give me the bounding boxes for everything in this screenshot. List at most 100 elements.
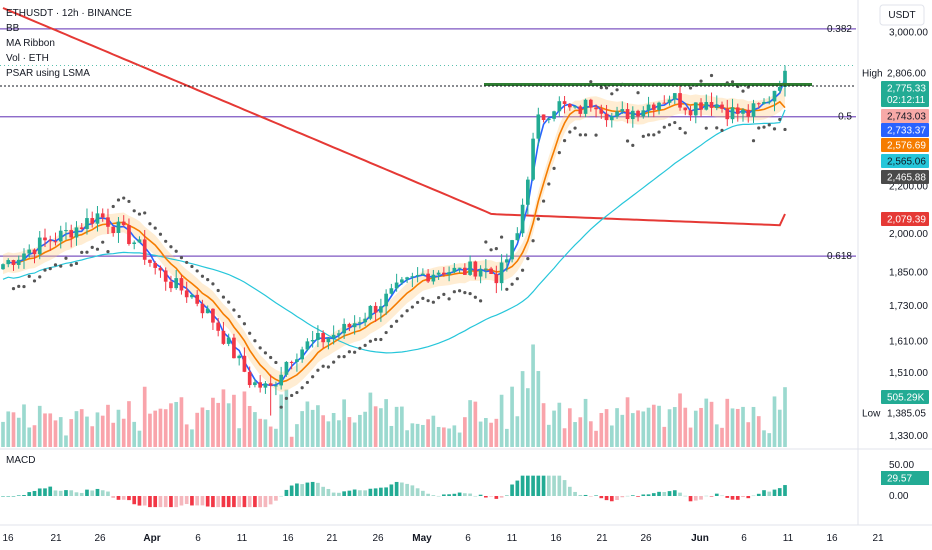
- psar-dot: [200, 274, 205, 278]
- currency-button[interactable]: [879, 4, 925, 26]
- candle-body: [295, 359, 299, 363]
- macd-histogram-bar: [242, 496, 247, 508]
- candle-body: [100, 213, 105, 218]
- volume-bar: [237, 428, 242, 447]
- chart-legend: ETHUSDT · 12h · BINANCE BB MA Ribbon Vol…: [6, 6, 132, 81]
- candle-body: [426, 273, 430, 282]
- candle-body: [342, 323, 346, 334]
- tag-value: 2,079.39: [887, 215, 926, 226]
- volume-bar: [16, 417, 21, 447]
- psar-dot: [232, 308, 236, 312]
- volume-bar: [620, 414, 625, 447]
- macd-histogram-bar: [735, 496, 740, 500]
- volume-bar: [289, 436, 294, 447]
- psar-dot: [520, 268, 525, 272]
- macd-histogram-bar: [289, 485, 294, 496]
- indicator-ma-ribbon[interactable]: MA Ribbon: [6, 38, 55, 49]
- macd-histogram-bar: [646, 494, 651, 496]
- macd-histogram-bar: [74, 492, 79, 496]
- psar-dot: [463, 291, 467, 295]
- indicator-bb[interactable]: BB: [6, 23, 20, 34]
- macd-label[interactable]: MACD: [6, 455, 36, 466]
- candle-body: [142, 239, 147, 260]
- currency-label[interactable]: USDT: [888, 10, 915, 21]
- volume-bar: [326, 421, 331, 447]
- macd-histogram-bar: [284, 489, 289, 496]
- time-tick: 6: [465, 533, 471, 544]
- macd-histogram-bar: [195, 496, 200, 506]
- volume-bar: [405, 430, 409, 447]
- psar-dot: [625, 139, 630, 143]
- price-axis[interactable]: USDT 3,000.00 2,200.00 2,000.00 1,850.00 1,73…: [859, 4, 930, 442]
- volume-bar: [205, 410, 210, 447]
- psar-dot: [646, 133, 651, 137]
- volume-bar: [688, 427, 693, 447]
- candle-body: [6, 260, 11, 265]
- macd-histogram-bar: [662, 492, 667, 496]
- macd-histogram-bar: [421, 490, 425, 496]
- psar-dot: [699, 79, 703, 83]
- macd-histogram-bar: [636, 496, 640, 497]
- macd-histogram-bar: [442, 494, 446, 496]
- psar-dot: [347, 350, 351, 354]
- candle-body: [137, 239, 142, 243]
- candle-body: [510, 240, 514, 260]
- time-tick: 21: [872, 533, 884, 544]
- macd-histogram-bar: [321, 486, 325, 496]
- candle-body: [709, 102, 714, 108]
- price-tick: 1,610.00: [889, 336, 928, 347]
- fib-levels[interactable]: 0.382 0.5 0.618: [0, 24, 856, 262]
- volume-bar: [295, 424, 299, 447]
- volume-bar: [127, 401, 131, 447]
- candle-body: [74, 227, 79, 238]
- time-tick: 16: [282, 533, 294, 544]
- time-tick: 26: [372, 533, 384, 544]
- volume-bars: [1, 344, 787, 447]
- macd-pane: 50.00 0.00 29.57: [1, 460, 929, 508]
- candle-body: [683, 107, 688, 111]
- candle-body: [478, 269, 483, 277]
- price-tag-psar: 2,465.88: [881, 170, 929, 184]
- volume-bar: [515, 416, 520, 447]
- candle-body: [604, 113, 609, 121]
- volume-bar: [6, 411, 11, 447]
- macd-histogram-bar: [32, 490, 37, 496]
- psar-dot: [90, 245, 94, 249]
- macd-histogram-bar: [11, 496, 16, 497]
- macd-histogram-bar: [95, 488, 100, 496]
- macd-histogram-bar: [253, 496, 257, 508]
- candle-body: [720, 104, 724, 109]
- volume-bar: [132, 421, 137, 447]
- symbol-title[interactable]: ETHUSDT · 12h · BINANCE: [6, 8, 132, 19]
- psar-dot: [778, 117, 782, 122]
- psar-dot: [389, 324, 393, 329]
- fib-label: 0.618: [827, 251, 852, 262]
- candle-body: [489, 268, 493, 274]
- psar-dot: [536, 217, 540, 221]
- volume-bar: [442, 427, 446, 447]
- volume-bar: [153, 410, 158, 447]
- macd-histogram-bar: [415, 488, 420, 496]
- psar-dot: [484, 240, 488, 244]
- time-axis[interactable]: 16 21 26 Apr 6 11 16 21 26 May 6 11 16 21 26 Jun 6 11 16 21: [2, 533, 884, 544]
- time-tick: Apr: [143, 533, 160, 544]
- volume-bar: [536, 371, 541, 447]
- volume-bar: [48, 413, 53, 447]
- psar-dot: [337, 355, 341, 359]
- tag-value: 2,806.00: [887, 69, 926, 80]
- psar-dot: [384, 330, 388, 335]
- candle-body: [400, 279, 404, 283]
- candle-body: [567, 104, 572, 108]
- volume-bar: [657, 405, 661, 447]
- macd-histogram-bar: [90, 490, 95, 496]
- indicator-volume[interactable]: Vol · ETH: [6, 53, 49, 64]
- psar-dot: [116, 198, 121, 202]
- psar-dot: [95, 247, 100, 251]
- volume-bar: [662, 426, 667, 447]
- tag-value-bg: [881, 81, 929, 107]
- psar-dot: [127, 199, 131, 204]
- volume-bar: [525, 388, 530, 447]
- psar-dot: [137, 212, 142, 216]
- indicator-psar[interactable]: PSAR using LSMA: [6, 68, 90, 79]
